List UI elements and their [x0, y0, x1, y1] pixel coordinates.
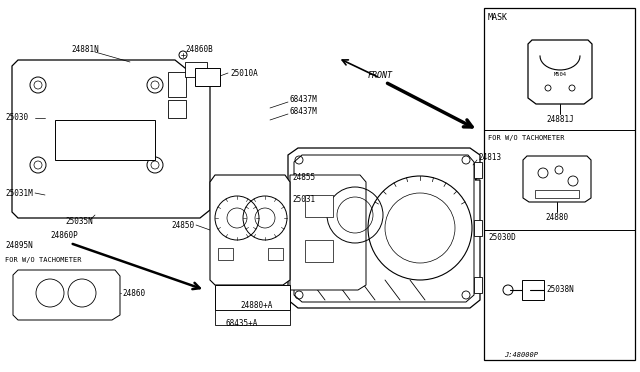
- Bar: [218, 248, 233, 260]
- Bar: [215, 310, 290, 325]
- Bar: [535, 190, 579, 198]
- Text: 68435+A: 68435+A: [225, 320, 257, 328]
- Bar: [168, 72, 186, 97]
- Bar: [522, 280, 544, 300]
- Text: 24860: 24860: [122, 289, 145, 298]
- Text: 68437M: 68437M: [290, 96, 317, 105]
- Polygon shape: [290, 175, 366, 290]
- Bar: [474, 162, 482, 178]
- Text: 25030: 25030: [5, 113, 28, 122]
- Text: MASK: MASK: [488, 13, 508, 22]
- Text: 24880: 24880: [545, 214, 568, 222]
- Bar: [185, 62, 207, 77]
- Bar: [305, 195, 333, 217]
- Bar: [474, 277, 482, 293]
- Text: J:48000P: J:48000P: [504, 352, 538, 358]
- Bar: [168, 100, 186, 118]
- Text: 25038N: 25038N: [546, 285, 573, 295]
- Text: 25031M: 25031M: [5, 189, 33, 198]
- Text: FOR W/O TACHOMETER: FOR W/O TACHOMETER: [5, 257, 81, 263]
- Text: 24881J: 24881J: [546, 115, 574, 125]
- Text: 24860P: 24860P: [50, 231, 77, 240]
- Text: 25035N: 25035N: [65, 218, 93, 227]
- Bar: [305, 240, 333, 262]
- Text: 24860B: 24860B: [185, 45, 212, 55]
- Polygon shape: [210, 175, 290, 285]
- Text: 24855: 24855: [292, 173, 315, 183]
- Text: FOR W/O TACHOMETER: FOR W/O TACHOMETER: [488, 135, 564, 141]
- Polygon shape: [523, 156, 591, 202]
- Bar: [474, 220, 482, 236]
- Text: 24813: 24813: [478, 154, 501, 163]
- Bar: [215, 285, 290, 310]
- Polygon shape: [528, 40, 592, 104]
- Polygon shape: [12, 60, 210, 218]
- Bar: [55, 120, 155, 160]
- Bar: [268, 248, 283, 260]
- Polygon shape: [13, 270, 120, 320]
- Polygon shape: [294, 155, 474, 302]
- Bar: [195, 68, 220, 86]
- Text: FRONT: FRONT: [368, 71, 393, 80]
- Text: 68435: 68435: [240, 314, 263, 323]
- Text: 68437M: 68437M: [290, 108, 317, 116]
- Text: 24895N: 24895N: [5, 241, 33, 250]
- Text: 24850: 24850: [172, 221, 195, 230]
- Text: 25030D: 25030D: [488, 234, 516, 243]
- Text: M504: M504: [554, 73, 566, 77]
- Bar: [484, 8, 635, 360]
- Text: 25010A: 25010A: [230, 68, 258, 77]
- Polygon shape: [288, 148, 480, 308]
- Text: 24881N: 24881N: [71, 45, 99, 55]
- Text: 24880+A: 24880+A: [240, 301, 273, 310]
- Text: 25031: 25031: [292, 196, 315, 205]
